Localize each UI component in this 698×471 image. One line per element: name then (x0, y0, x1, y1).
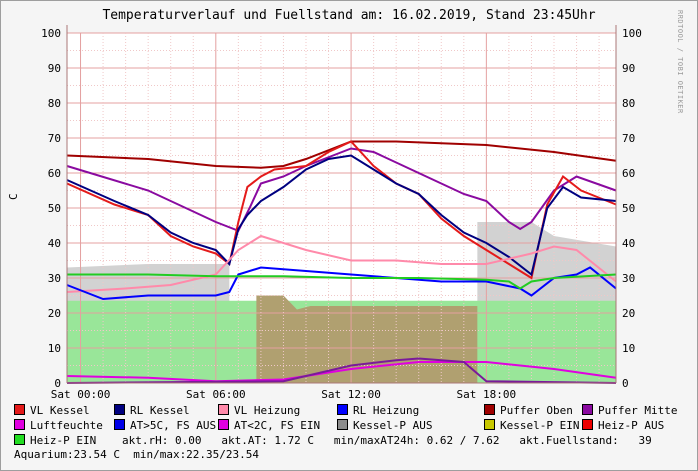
legend-label: Puffer Oben (500, 404, 573, 417)
series-line-vl-kessel (66, 140, 617, 280)
legend-label: Heiz-P AUS (598, 419, 665, 432)
legend-swatch (218, 419, 229, 430)
y-tick-label-right: 30 (622, 272, 635, 285)
legend-swatch (114, 419, 125, 430)
legend-swatch (582, 419, 593, 430)
watermark-text: RRDTOOL / TOBI OETIKER (676, 10, 684, 114)
legend-swatch (337, 419, 348, 430)
legend-item-luftfeuchte: Luftfeuchte (14, 419, 103, 432)
status-text: akt.rH: 0.00 akt.AT: 1.72 C min/maxAT24h… (122, 434, 652, 447)
legend-swatch (114, 404, 125, 415)
legend-swatch (582, 404, 593, 415)
y-tick-label-right: 20 (622, 307, 635, 320)
legend-item-at-5c-fs-aus: AT>5C, FS AUS (114, 419, 216, 432)
legend-item-rl-kessel: RL Kessel (114, 404, 190, 417)
y-tick-label-left: 70 (48, 132, 61, 145)
y-tick-label-left: 90 (48, 62, 61, 75)
y-tick-label-left: 50 (48, 202, 61, 215)
legend-item-puffer-mitte: Puffer Mitte (582, 404, 677, 417)
legend-label: Kessel-P AUS (353, 419, 433, 432)
y-tick-label-left: 10 (48, 342, 61, 355)
y-tick-label-left: 20 (48, 307, 61, 320)
y-tick-label-left: 80 (48, 97, 61, 110)
y-tick-label-right: 10 (622, 342, 635, 355)
legend-swatch (14, 419, 25, 430)
legend-swatch (14, 434, 25, 445)
y-tick-label-right: 40 (622, 237, 635, 250)
y-tick-label-right: 70 (622, 132, 635, 145)
legend-item-vl-heizung: VL Heizung (218, 404, 300, 417)
legend-item-rl-heizung: RL Heizung (337, 404, 419, 417)
series-line-puffer-oben (66, 140, 617, 169)
y-tick-label-left: 30 (48, 272, 61, 285)
legend-label: Heiz-P EIN (30, 434, 97, 447)
legend-item-heizp-ein: Heiz-P EIN (14, 434, 96, 447)
y-tick-label-right: 50 (622, 202, 635, 215)
legend-label: RL Heizung (353, 404, 420, 417)
x-tick-label: Sat 06:00 (186, 388, 246, 400)
legend-label: VL Kessel (30, 404, 90, 417)
y-tick-label-left: 60 (48, 167, 61, 180)
area-kessel-p-ein (256, 295, 478, 383)
legend-swatch (484, 404, 495, 415)
series-line-vl-heizung (66, 234, 617, 293)
y-tick-label-left: 100 (41, 27, 61, 40)
y-tick-label-right: 90 (622, 62, 635, 75)
chart-canvas: 0 0 10 10 20 20 30 30 40 40 50 50 60 60 70 70 80 80 90 90 10… (41, 25, 642, 400)
legend-swatch (337, 404, 348, 415)
legend-item-kessel-p-aus: Kessel-P AUS (337, 419, 432, 432)
y-tick-label-right: 0 (622, 377, 629, 390)
legend-label: RL Kessel (130, 404, 190, 417)
y-tick-label-right: 60 (622, 167, 635, 180)
legend-label: AT>5C, FS AUS (130, 419, 217, 432)
y-tick-label-right: 100 (622, 27, 642, 40)
series-line-luftfeuchte (66, 361, 617, 383)
legend-item-vl-kessel: VL Kessel (14, 404, 90, 417)
aquarium-status: Aquarium:23.54 C min/max:22.35/23.54 (14, 448, 260, 461)
series-line-rl-kessel (66, 154, 617, 277)
y-tick-label-right: 80 (622, 97, 635, 110)
legend-item-heiz-p-aus: Heiz-P AUS (582, 419, 664, 432)
x-tick-label: Sat 12:00 (321, 388, 381, 400)
chart-title: Temperaturverlauf und Fuellstand am: 16.… (102, 8, 596, 23)
legend-item-kessel-p-ein: Kessel-P EIN (484, 419, 579, 432)
x-tick-label: Sat 18:00 (457, 388, 517, 400)
legend-label: Luftfeuchte (30, 419, 103, 432)
x-tick-label: Sat 00:00 (51, 388, 111, 400)
legend-label: AT<2C, FS EIN (234, 419, 321, 432)
legend-swatch (218, 404, 229, 415)
legend-label: Puffer Mitte (598, 404, 678, 417)
legend-swatch (484, 419, 495, 430)
legend-item-at-2c-fs-ein: AT<2C, FS EIN (218, 419, 320, 432)
legend-label: Kessel-P EIN (500, 419, 580, 432)
series-line-at-sensor (67, 273, 617, 290)
y-tick-label-left: 40 (48, 237, 61, 250)
legend-item-puffer-oben: Puffer Oben (484, 404, 573, 417)
legend-swatch (14, 404, 25, 415)
y-tick-label-left: 0 (54, 377, 61, 390)
legend-label: VL Heizung (234, 404, 301, 417)
series-line-fuellstand (66, 357, 617, 384)
